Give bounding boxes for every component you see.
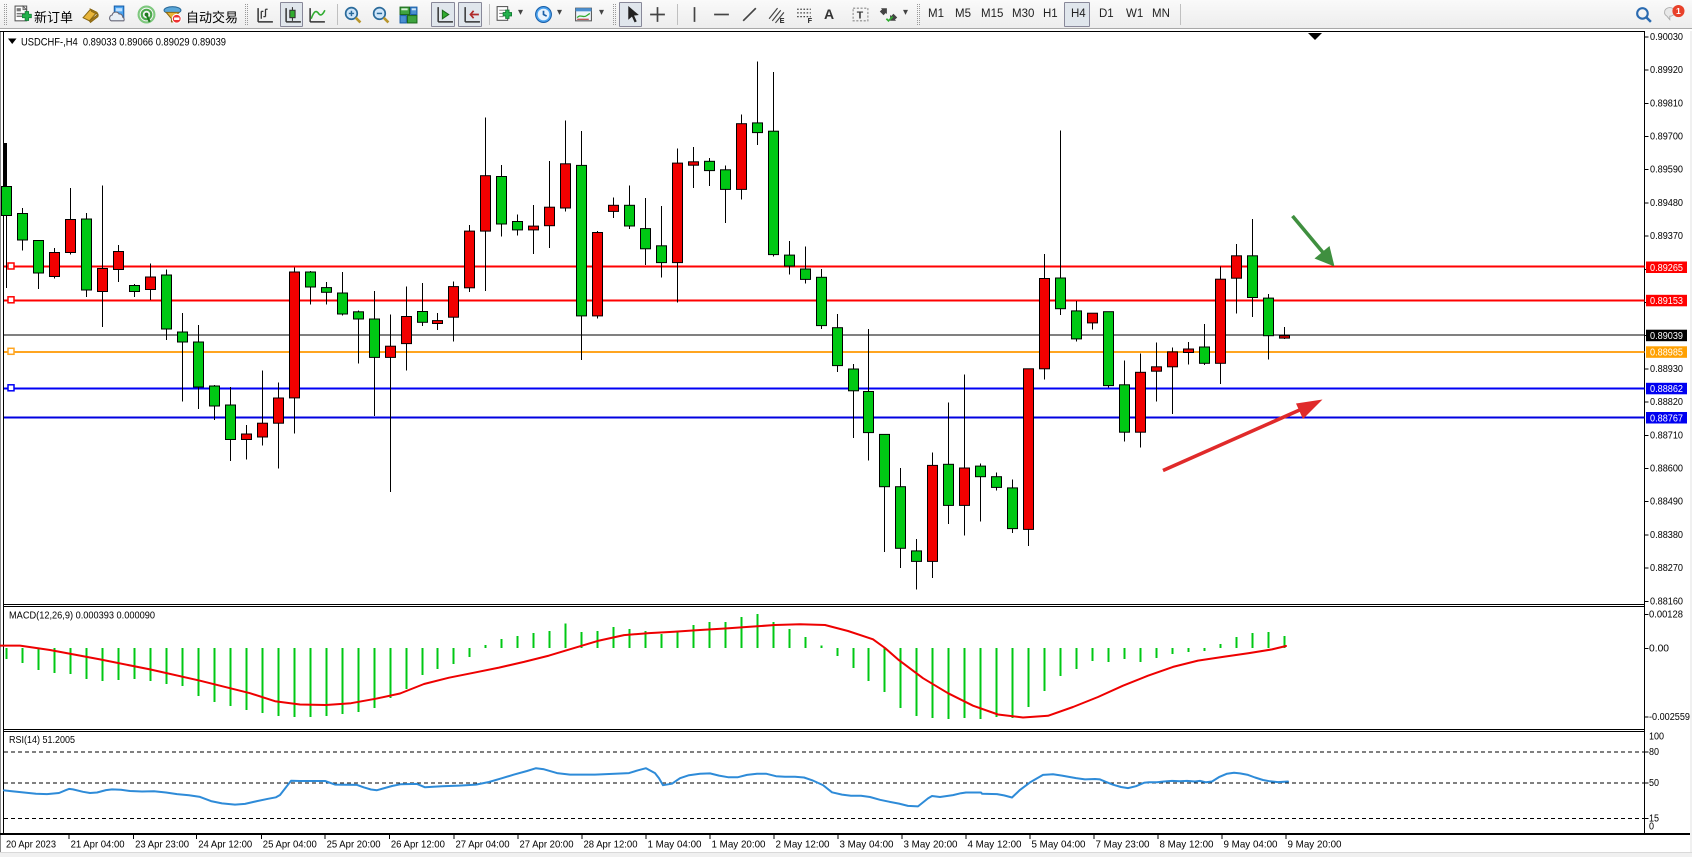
svg-text:0.89039: 0.89039 — [1650, 331, 1683, 342]
svg-text:0.88160: 0.88160 — [1650, 596, 1683, 607]
svg-text:26 Apr 12:00: 26 Apr 12:00 — [391, 839, 445, 851]
svg-text:9 May 20:00: 9 May 20:00 — [1288, 839, 1342, 851]
svg-text:20 Apr 2023: 20 Apr 2023 — [6, 839, 56, 851]
svg-text:0.88380: 0.88380 — [1650, 530, 1683, 541]
svg-text:0.89480: 0.89480 — [1650, 198, 1683, 209]
svg-text:80: 80 — [1649, 747, 1659, 758]
svg-text:5 May 04:00: 5 May 04:00 — [1032, 839, 1086, 851]
svg-text:24 Apr 12:00: 24 Apr 12:00 — [198, 839, 252, 851]
svg-text:0: 0 — [1649, 822, 1654, 833]
svg-text:F: F — [808, 16, 813, 24]
svg-text:0.89265: 0.89265 — [1650, 263, 1683, 274]
svg-text:8 May 12:00: 8 May 12:00 — [1160, 839, 1214, 851]
svg-text:28 Apr 12:00: 28 Apr 12:00 — [584, 839, 638, 851]
svg-text:0.88600: 0.88600 — [1650, 464, 1683, 475]
svg-text:9 May 04:00: 9 May 04:00 — [1224, 839, 1278, 851]
svg-text:0.88490: 0.88490 — [1650, 497, 1683, 508]
svg-text:27 Apr 20:00: 27 Apr 20:00 — [520, 839, 574, 851]
svg-text:0.88710: 0.88710 — [1650, 430, 1683, 441]
svg-text:50: 50 — [1649, 778, 1659, 789]
svg-text:0.88862: 0.88862 — [1650, 384, 1683, 395]
svg-text:-0.002559: -0.002559 — [1649, 712, 1690, 723]
svg-text:0.89590: 0.89590 — [1650, 165, 1683, 176]
svg-text:23 Apr 23:00: 23 Apr 23:00 — [135, 839, 189, 851]
svg-text:1: 1 — [1676, 6, 1681, 16]
svg-text:3 May 04:00: 3 May 04:00 — [840, 839, 894, 851]
svg-text:21 Apr 04:00: 21 Apr 04:00 — [71, 839, 125, 851]
svg-text:0.89920: 0.89920 — [1650, 65, 1683, 76]
svg-text:RSI(14) 51.2005: RSI(14) 51.2005 — [9, 734, 75, 746]
svg-text:1 May 04:00: 1 May 04:00 — [648, 839, 702, 851]
svg-text:0.88270: 0.88270 — [1650, 563, 1683, 574]
svg-text:4 May 12:00: 4 May 12:00 — [968, 839, 1022, 851]
svg-text:USDCHF-,H4 0.89033 0.89066 0.: USDCHF-,H4 0.89033 0.89066 0.89029 0.890… — [21, 37, 226, 49]
svg-text:0.89810: 0.89810 — [1650, 98, 1683, 109]
svg-text:0.88930: 0.88930 — [1650, 364, 1683, 375]
svg-text:0.90030: 0.90030 — [1650, 32, 1683, 43]
svg-text:E: E — [780, 16, 785, 24]
svg-text:25 Apr 20:00: 25 Apr 20:00 — [327, 839, 381, 851]
svg-text:3 May 20:00: 3 May 20:00 — [904, 839, 958, 851]
svg-text:0.88985: 0.88985 — [1650, 348, 1683, 359]
svg-text:MACD(12,26,9) 0.000393 0.00009: MACD(12,26,9) 0.000393 0.000090 — [9, 610, 155, 622]
svg-text:0.00: 0.00 — [1649, 644, 1669, 655]
svg-text:0.89370: 0.89370 — [1650, 231, 1683, 242]
svg-text:0.89153: 0.89153 — [1650, 296, 1683, 307]
svg-text:0.00128: 0.00128 — [1649, 610, 1683, 621]
svg-text:27 Apr 04:00: 27 Apr 04:00 — [456, 839, 510, 851]
svg-text:15: 15 — [1649, 814, 1659, 825]
svg-text:100: 100 — [1649, 732, 1664, 743]
svg-text:1 May 20:00: 1 May 20:00 — [712, 839, 766, 851]
svg-text:2 May 12:00: 2 May 12:00 — [776, 839, 830, 851]
svg-text:0.89700: 0.89700 — [1650, 132, 1683, 143]
svg-text:T: T — [857, 10, 864, 22]
svg-text:7 May 23:00: 7 May 23:00 — [1096, 839, 1150, 851]
svg-text:0.88767: 0.88767 — [1650, 413, 1683, 424]
svg-text:0.88820: 0.88820 — [1650, 397, 1683, 408]
svg-text:25 Apr 04:00: 25 Apr 04:00 — [263, 839, 317, 851]
